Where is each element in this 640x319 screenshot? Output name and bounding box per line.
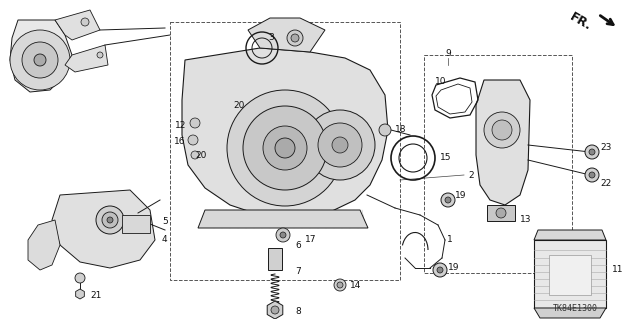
Circle shape (102, 212, 118, 228)
Text: 7: 7 (295, 268, 301, 277)
Text: 17: 17 (305, 235, 317, 244)
Circle shape (287, 30, 303, 46)
Polygon shape (534, 308, 606, 318)
Circle shape (275, 138, 295, 158)
Polygon shape (55, 10, 100, 40)
Circle shape (96, 206, 124, 234)
Circle shape (433, 263, 447, 277)
Circle shape (492, 120, 512, 140)
Text: 10: 10 (435, 78, 447, 86)
Text: 18: 18 (395, 125, 406, 135)
Circle shape (22, 42, 58, 78)
Circle shape (97, 52, 103, 58)
Text: 9: 9 (445, 49, 451, 58)
Bar (424, 55, 572, 273)
Text: 19: 19 (455, 190, 467, 199)
Text: 6: 6 (295, 241, 301, 249)
Polygon shape (248, 18, 325, 52)
Circle shape (334, 279, 346, 291)
Bar (268, 248, 282, 270)
Polygon shape (76, 289, 84, 299)
Text: 4: 4 (162, 235, 168, 244)
Polygon shape (476, 80, 530, 205)
Text: 22: 22 (600, 179, 611, 188)
Polygon shape (10, 20, 72, 92)
Text: 11: 11 (612, 265, 623, 275)
Circle shape (291, 34, 299, 42)
Circle shape (589, 172, 595, 178)
Circle shape (271, 306, 279, 314)
Circle shape (441, 193, 455, 207)
Bar (534, 240, 606, 308)
Circle shape (34, 54, 46, 66)
Text: 21: 21 (90, 291, 101, 300)
Circle shape (10, 30, 70, 90)
Circle shape (445, 197, 451, 203)
Text: 19: 19 (448, 263, 460, 272)
Text: 8: 8 (295, 307, 301, 315)
Bar (122, 215, 150, 233)
Polygon shape (65, 45, 108, 72)
Circle shape (585, 168, 599, 182)
Text: 20: 20 (233, 101, 244, 110)
Circle shape (81, 18, 89, 26)
Polygon shape (182, 48, 388, 218)
Polygon shape (198, 210, 368, 228)
Circle shape (263, 126, 307, 170)
Circle shape (585, 145, 599, 159)
Text: FR.: FR. (568, 11, 594, 33)
Text: 23: 23 (600, 144, 611, 152)
Circle shape (188, 135, 198, 145)
Circle shape (484, 112, 520, 148)
Circle shape (276, 228, 290, 242)
Text: 5: 5 (162, 218, 168, 226)
Circle shape (332, 137, 348, 153)
Text: 14: 14 (350, 280, 362, 290)
Text: 15: 15 (440, 153, 451, 162)
Circle shape (243, 106, 327, 190)
Text: TK84E1300: TK84E1300 (552, 304, 598, 313)
Circle shape (227, 90, 343, 206)
Text: 20: 20 (195, 151, 206, 160)
Circle shape (589, 149, 595, 155)
Circle shape (191, 151, 199, 159)
Polygon shape (52, 190, 155, 268)
Text: 2: 2 (468, 170, 474, 180)
Circle shape (107, 217, 113, 223)
Bar (170, 22, 400, 280)
Circle shape (437, 267, 443, 273)
Text: 12: 12 (175, 121, 186, 130)
Polygon shape (534, 230, 606, 240)
Polygon shape (268, 301, 283, 319)
Circle shape (318, 123, 362, 167)
Text: 13: 13 (520, 216, 531, 225)
Circle shape (190, 118, 200, 128)
Text: 1: 1 (447, 235, 452, 244)
Circle shape (496, 208, 506, 218)
Circle shape (75, 273, 85, 283)
Circle shape (305, 110, 375, 180)
Text: 16: 16 (174, 137, 186, 146)
Text: 3: 3 (268, 33, 274, 42)
Circle shape (280, 232, 286, 238)
Circle shape (379, 124, 391, 136)
Polygon shape (28, 220, 60, 270)
Bar (487, 205, 515, 221)
Circle shape (337, 282, 343, 288)
Bar (549, 255, 591, 295)
